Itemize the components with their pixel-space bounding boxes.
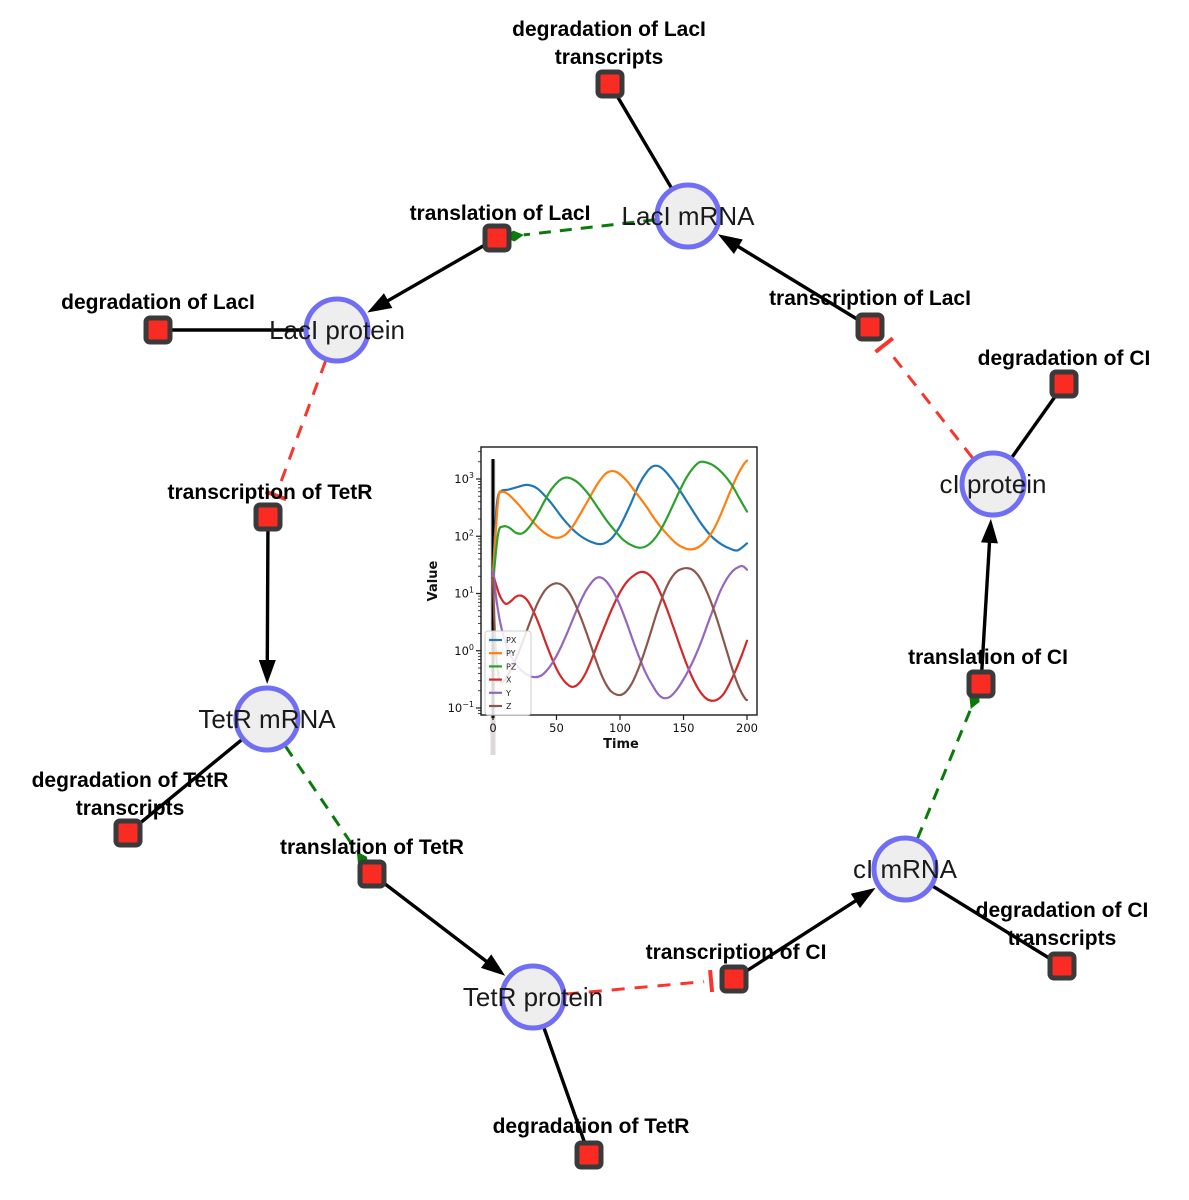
- reaction-label-deg_laci_tx-line1: degradation of LacI: [512, 18, 706, 41]
- reaction-label-deg_tetr_tx-line2: transcripts: [76, 797, 185, 820]
- species-label-ci_protein: cI protein: [940, 469, 1047, 499]
- reaction-label-deg_ci_tx-line1: degradation of CI: [976, 899, 1149, 922]
- reaction-node-transc_ci: [719, 964, 749, 994]
- x-tick-label-50: 50: [549, 721, 564, 735]
- reaction-node-deg_tetr: [574, 1140, 604, 1170]
- species-label-tetr_protein: TetR protein: [463, 982, 603, 1012]
- edge-production-transc_laci-laci_mrna: [728, 240, 871, 329]
- species-label-ci_mrna: cI mRNA: [853, 854, 958, 884]
- reaction-node-deg_ci_tx: [1047, 951, 1077, 981]
- edge-consumption-tetr_protein-deg_tetr: [541, 1025, 591, 1156]
- edge-production-transc_ci-ci_mrna-arrowhead: [850, 887, 876, 909]
- edge-modifier-ci_mrna-transl_ci: [916, 708, 973, 840]
- x-tick-label-150: 150: [673, 721, 695, 735]
- species-node-laci_protein: [303, 296, 371, 364]
- reaction-node-transl_laci: [482, 223, 512, 253]
- edge-inhibition-ci_protein-transc_laci: [887, 349, 974, 459]
- species-node-ci_protein: [959, 450, 1027, 518]
- reaction-node-deg_laci: [143, 315, 173, 345]
- series-line-PY: [491, 459, 749, 578]
- inset-chart: 0 50 100 150 200 103 102 101 100 10−1 Time Value PX P…: [426, 446, 758, 755]
- series-line-PZ: [491, 460, 749, 585]
- edge-production-transl_ci-ci_protein-arrowhead: [980, 518, 998, 544]
- reaction-label-transc_ci: transcription of CI: [646, 941, 827, 964]
- edge-production-transl_laci-laci_protein-arrowhead: [367, 293, 393, 313]
- edge-production-transl_tetr-tetr_protein-arrowhead: [480, 954, 506, 976]
- legend-box: [484, 630, 532, 716]
- plot-border: [480, 446, 758, 716]
- edge-production-transc_tetr-tetr_mrna: [265, 516, 270, 671]
- edge-inhibition-laci_protein-transc_tetr: [276, 360, 327, 490]
- reaction-node-transl_tetr: [357, 859, 387, 889]
- edge-production-transc_laci-laci_mrna-arrowhead: [717, 234, 743, 254]
- y-tick-label-10e1: 101: [454, 586, 474, 601]
- y-tick-label-10e3: 103: [454, 471, 474, 486]
- species-node-tetr_protein: [499, 963, 567, 1031]
- reaction-label-deg_ci: degradation of CI: [978, 347, 1151, 370]
- reaction-label-transl_laci: translation of LacI: [410, 202, 591, 225]
- species-node-laci_mrna: [654, 182, 722, 250]
- species-label-laci_protein: LacI protein: [269, 315, 405, 345]
- species-label-laci_mrna: LacI mRNA: [622, 201, 756, 231]
- edge-inhibition-ci_protein-transc_laci-tee-bar: [874, 336, 895, 354]
- y-tick-label-10e0: 100: [454, 643, 474, 658]
- legend-label-PY: PY: [506, 649, 516, 658]
- edge-inhibition-tetr_protein-transc_ci-tee-bar: [708, 969, 715, 993]
- series-line-Z: [491, 566, 749, 702]
- species-node-tetr_mrna: [233, 685, 301, 753]
- reaction-label-deg_laci: degradation of LacI: [61, 291, 255, 314]
- species-label-tetr_mrna: TetR mRNA: [198, 704, 336, 734]
- x-tick-label-0: 0: [489, 721, 496, 735]
- reaction-label-deg_laci_tx-line2: transcripts: [555, 46, 664, 69]
- x-axis-label: Time: [603, 737, 639, 752]
- reaction-label-transl_tetr: translation of TetR: [280, 836, 464, 859]
- legend-label-PZ: PZ: [506, 662, 517, 671]
- legend-label-Y: Y: [505, 689, 511, 698]
- series-line-X: [491, 570, 749, 702]
- y-tick-label-10e-1: 10−1: [448, 700, 474, 715]
- edge-inhibition-tetr_protein-transc_ci: [565, 980, 705, 996]
- x-tick-label-200: 200: [736, 721, 758, 735]
- reaction-label-deg_tetr_tx-line1: degradation of TetR: [32, 769, 229, 792]
- species-node-ci_mrna: [871, 835, 939, 903]
- edge-production-transl_laci-laci_protein: [378, 236, 498, 308]
- edge-consumption-tetr_mrna-deg_tetr_tx: [126, 737, 245, 835]
- reaction-node-deg_tetr_tx: [113, 818, 143, 848]
- reaction-label-deg_tetr: degradation of TetR: [493, 1115, 690, 1138]
- y-axis-label: Value: [426, 560, 441, 601]
- reaction-node-transc_tetr: [253, 502, 283, 532]
- x-tick-label-100: 100: [609, 721, 631, 735]
- reaction-label-transc_tetr: transcription of TetR: [168, 481, 373, 504]
- reaction-node-deg_laci_tx: [595, 69, 625, 99]
- reaction-label-transc_laci: transcription of LacI: [769, 287, 971, 310]
- legend-label-PX: PX: [506, 636, 517, 645]
- edge-production-transc_ci-ci_mrna: [733, 894, 865, 981]
- edge-consumption-ci_mrna-deg_ci_tx: [930, 883, 1063, 968]
- reaction-node-transc_laci: [855, 312, 885, 342]
- edge-production-transl_tetr-tetr_protein: [370, 872, 496, 969]
- edge-production-transl_ci-ci_protein: [979, 532, 992, 685]
- edge-modifier-tetr_mrna-transl_tetr: [284, 745, 359, 853]
- edge-production-transc_tetr-tetr_mrna-arrowhead: [258, 659, 276, 685]
- reaction-label-transl_ci: translation of CI: [908, 646, 1068, 669]
- reaction-label-deg_ci_tx-line2: transcripts: [1008, 927, 1117, 950]
- edge-modifier-laci_mrna-transl_laci: [523, 218, 656, 237]
- y-tick-label-10e2: 102: [454, 528, 474, 543]
- edge-inhibition-laci_protein-transc_tetr-tee-bar: [264, 489, 287, 502]
- edge-consumption-laci_mrna-deg_laci_tx: [608, 83, 674, 191]
- reaction-node-transl_ci: [966, 669, 996, 699]
- reaction-node-deg_ci: [1049, 369, 1079, 399]
- legend-label-X: X: [506, 676, 512, 685]
- legend-label-Z: Z: [506, 702, 512, 711]
- series-line-PX: [491, 464, 749, 572]
